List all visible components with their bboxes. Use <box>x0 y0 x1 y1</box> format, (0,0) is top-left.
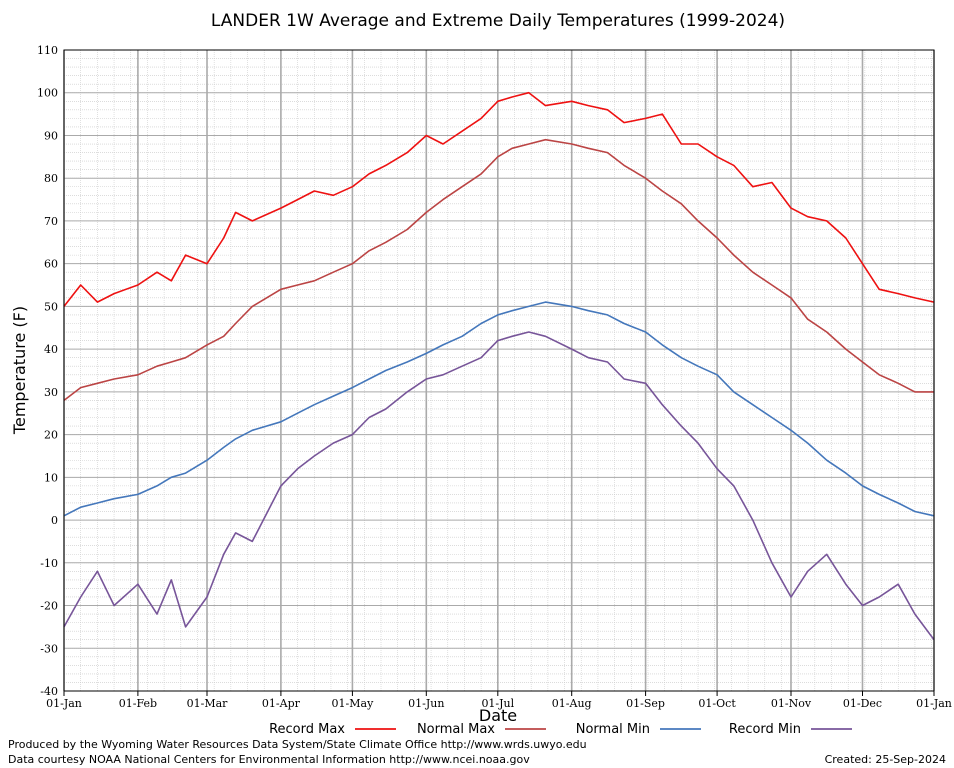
series-line-0 <box>63 91 935 307</box>
y-tick-label: 110 <box>37 44 58 57</box>
y-tick-label: 100 <box>37 87 58 100</box>
y-tick-label: 0 <box>51 514 58 527</box>
x-tick-label: 01-Jun <box>408 697 444 710</box>
legend-label: Normal Max <box>417 722 495 737</box>
legend-label: Normal Min <box>576 722 650 737</box>
series-line-3 <box>63 331 935 641</box>
y-tick-label: 80 <box>44 172 58 185</box>
y-tick-label: 60 <box>44 258 58 271</box>
y-tick-label: -10 <box>40 557 58 570</box>
x-tick-label: 01-Jan <box>46 697 82 710</box>
legend-label: Record Max <box>269 722 345 737</box>
chart-title: LANDER 1W Average and Extreme Daily Temp… <box>211 11 785 31</box>
y-tick-label: 50 <box>44 300 58 313</box>
x-tick-label: 01-May <box>332 697 375 710</box>
y-axis-title: Temperature (F) <box>10 306 29 435</box>
x-tick-label: 01-Aug <box>552 697 592 710</box>
series-line-2 <box>63 301 935 517</box>
x-tick-label: 01-Dec <box>843 697 882 710</box>
x-tick-label: 01-Jul <box>481 697 514 710</box>
legend-label: Record Min <box>729 722 801 737</box>
y-tick-label: 90 <box>44 129 58 142</box>
x-axis: 01-Jan 01-Feb 01-Mar 01-Apr 01-May 01-Jun 01-J… <box>46 691 952 710</box>
x-tick-label: 01-Mar <box>187 697 229 710</box>
footer-credit-1: Produced by the Wyoming Water Resources … <box>8 738 587 751</box>
plot-area <box>64 50 934 691</box>
y-tick-label: 40 <box>44 343 58 356</box>
x-tick-label: 01-Jan <box>916 697 952 710</box>
plot-frame <box>63 49 935 692</box>
x-tick-label: 01-Sep <box>626 697 665 710</box>
series-lines <box>63 91 935 641</box>
footer-credit-2: Data courtesy NOAA National Centers for … <box>8 753 530 766</box>
series-line-1 <box>63 138 934 402</box>
x-tick-label: 01-Oct <box>698 697 736 710</box>
y-tick-label: 70 <box>44 215 58 228</box>
y-tick-label: -30 <box>40 642 58 655</box>
created-date: Created: 25-Sep-2024 <box>825 753 946 766</box>
y-tick-label: -20 <box>40 600 58 613</box>
x-tick-label: 01-Feb <box>119 697 157 710</box>
y-tick-label: 20 <box>44 429 58 442</box>
x-axis-title: Date <box>479 706 517 725</box>
y-tick-label: 10 <box>44 471 58 484</box>
x-tick-label: 01-Nov <box>771 697 812 710</box>
x-tick-label: 01-Apr <box>262 697 301 710</box>
y-tick-label: 30 <box>44 386 58 399</box>
y-tick-label: -40 <box>40 685 58 698</box>
legend: Record Max Normal Max Normal Min Record Min <box>269 722 852 737</box>
